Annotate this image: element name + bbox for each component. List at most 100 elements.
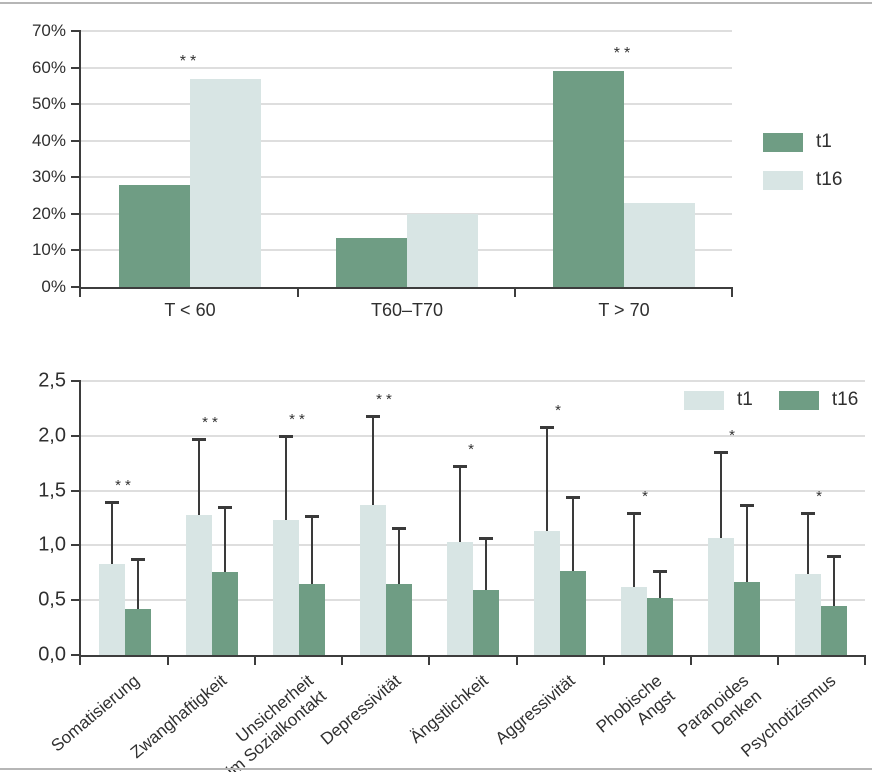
x-axis-line	[79, 655, 865, 657]
y-tick-label: 0,5	[38, 588, 66, 611]
category-label: Phobische Angst	[592, 671, 679, 737]
x-tick	[514, 287, 516, 297]
error-bar-cap	[392, 527, 406, 530]
y-tick-label: 2,5	[38, 369, 66, 392]
significance-marker: **	[202, 414, 222, 431]
gridline	[81, 103, 732, 105]
error-bar-cap	[305, 515, 319, 518]
error-bar-whisker	[572, 497, 574, 571]
legend-item: t16	[778, 389, 858, 411]
significance-marker: **	[613, 45, 635, 62]
y-tick	[71, 67, 81, 69]
error-bar-cap	[105, 501, 119, 504]
bar-t16	[647, 598, 673, 655]
y-tick-label: 2,0	[38, 424, 66, 447]
bottom-border-rule	[0, 768, 872, 770]
bar-t1	[534, 531, 560, 655]
error-bar-whisker	[659, 571, 661, 598]
y-tick	[71, 599, 81, 601]
y-tick	[71, 249, 81, 251]
bar-t1	[795, 574, 821, 655]
error-bar-cap	[827, 555, 841, 558]
x-tick	[603, 655, 605, 665]
bar-t1	[186, 515, 212, 655]
error-bar-whisker	[720, 452, 722, 538]
legend-item: t16	[763, 169, 842, 191]
error-bar-cap	[192, 438, 206, 441]
bar-t1	[621, 587, 647, 655]
significance-marker: **	[289, 411, 309, 428]
gridline	[81, 435, 865, 437]
y-tick	[71, 140, 81, 142]
y-tick	[71, 435, 81, 437]
legend: t1 t16	[763, 131, 842, 191]
bar-t1	[336, 238, 407, 287]
x-axis-line	[79, 287, 732, 289]
bar-t16	[624, 203, 695, 287]
gridline	[81, 67, 732, 69]
bar-t1	[708, 538, 734, 655]
x-tick	[341, 655, 343, 665]
error-bar-whisker	[137, 559, 139, 609]
legend: t1 t16	[684, 389, 858, 411]
y-tick	[71, 176, 81, 178]
x-tick	[516, 655, 518, 665]
y-tick	[71, 213, 81, 215]
y-tick-label: 60%	[31, 58, 66, 77]
legend-swatch-t1	[684, 390, 724, 410]
error-bar-whisker	[546, 427, 548, 531]
y-tick-label: 10%	[31, 240, 66, 259]
bar-t16	[386, 584, 412, 655]
category-label: Aggressivität	[491, 671, 579, 749]
y-tick-label: 70%	[31, 21, 66, 40]
category-label: T < 60	[164, 300, 216, 320]
bar-t1	[447, 542, 473, 655]
error-bar-whisker	[833, 556, 835, 606]
y-tick-label: 1,5	[38, 479, 66, 502]
error-bar-cap	[131, 558, 145, 561]
gridline	[81, 30, 732, 32]
error-bar-cap	[218, 506, 232, 509]
legend-item: t1	[684, 389, 753, 411]
y-tick	[71, 103, 81, 105]
significance-marker: **	[376, 391, 396, 408]
error-bar-cap	[479, 537, 493, 540]
error-bar-cap	[566, 496, 580, 499]
bar-t1	[360, 505, 386, 655]
error-bar-whisker	[459, 466, 461, 542]
bar-t16	[407, 214, 478, 287]
legend-swatch-t16	[763, 170, 803, 190]
x-tick	[731, 287, 733, 297]
y-tick	[71, 30, 81, 32]
x-tick	[864, 655, 866, 665]
y-tick	[71, 544, 81, 546]
gridline	[81, 544, 865, 546]
y-tick	[71, 654, 81, 656]
x-tick	[428, 655, 430, 665]
error-bar-cap	[653, 570, 667, 573]
significance-marker: *	[642, 488, 652, 505]
gridline	[81, 140, 732, 142]
error-bar-whisker	[398, 528, 400, 584]
error-bar-cap	[627, 512, 641, 515]
legend-item: t1	[763, 131, 842, 153]
y-tick-label: 0,0	[38, 643, 66, 666]
error-bar-whisker	[807, 513, 809, 574]
y-tick	[71, 490, 81, 492]
error-bar-cap	[540, 426, 554, 429]
gridline	[81, 380, 865, 382]
y-tick-label: 40%	[31, 131, 66, 150]
error-bar-whisker	[746, 505, 748, 582]
x-tick	[167, 655, 169, 665]
significance-marker: *	[555, 402, 565, 419]
error-bar-cap	[740, 504, 754, 507]
error-bar-cap	[801, 512, 815, 515]
bar-t1	[119, 185, 190, 287]
error-bar-whisker	[224, 507, 226, 572]
y-tick-label: 0%	[41, 277, 66, 296]
y-tick-label: 20%	[31, 204, 66, 223]
error-bar-cap	[714, 451, 728, 454]
error-bar-whisker	[311, 516, 313, 584]
